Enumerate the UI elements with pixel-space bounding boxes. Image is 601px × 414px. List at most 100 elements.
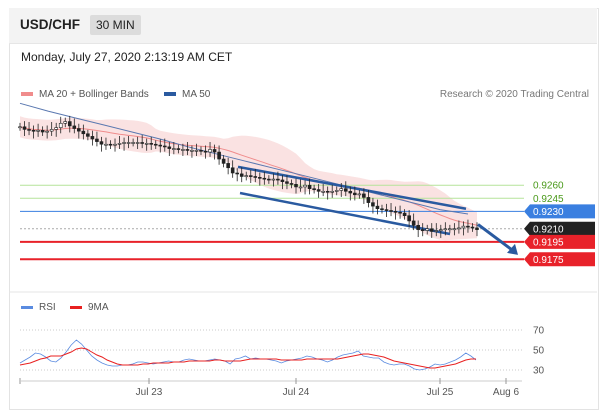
timeframe-badge[interactable]: 30 MIN (90, 15, 141, 35)
candle-body (298, 186, 303, 189)
candle (49, 121, 54, 136)
candle (172, 142, 176, 155)
candle-body (217, 151, 221, 160)
candle (420, 223, 425, 237)
candle-body (475, 227, 479, 230)
level-tag-text: 0.9210 (533, 224, 564, 235)
ma50-line (19, 102, 469, 215)
candle-body (420, 229, 425, 231)
candle (366, 189, 371, 208)
candle-body (230, 167, 235, 174)
level-tag-text: 0.9260 (533, 181, 564, 192)
candle-body (117, 143, 122, 145)
candle-body (221, 158, 226, 164)
candle-body (371, 202, 375, 207)
legend-9ma: 9MA (70, 302, 109, 313)
candle-body (366, 197, 371, 203)
candle (402, 209, 407, 220)
candle (312, 184, 316, 194)
candle (470, 223, 475, 232)
candle (194, 143, 199, 156)
candle (203, 145, 208, 159)
candle-body (199, 150, 203, 152)
candle (153, 140, 158, 150)
candle (267, 175, 271, 184)
level-tag-0.9195: 0.9195 (524, 234, 595, 249)
candle-body (153, 143, 158, 146)
candle (54, 122, 58, 137)
candle (294, 178, 298, 194)
level-tag-0.9260: 0.9260 (533, 181, 564, 192)
level-tag-text: 0.9245 (533, 194, 564, 205)
candle (411, 213, 416, 231)
candle-body (181, 149, 185, 151)
candle-body (339, 188, 344, 191)
candle-body (334, 190, 339, 192)
candle-body (162, 145, 167, 148)
candle-body (384, 209, 389, 211)
candle (117, 135, 122, 150)
candle (457, 220, 461, 234)
candle (212, 144, 217, 160)
candle (104, 137, 108, 150)
candle (461, 221, 466, 236)
candle-body (389, 210, 393, 212)
candle (230, 160, 235, 178)
candle (434, 223, 439, 237)
candle (325, 186, 330, 200)
candle-body (203, 150, 208, 153)
candle (162, 138, 167, 152)
candle-body (122, 142, 126, 144)
candle (122, 137, 126, 151)
ma20-line (19, 126, 478, 226)
candle (353, 186, 357, 201)
candle (36, 123, 40, 137)
candle (108, 140, 113, 150)
candle-body (81, 130, 86, 135)
candle (289, 179, 294, 189)
candle (330, 184, 335, 198)
ma50-swatch (164, 92, 176, 97)
candle (375, 199, 380, 215)
candle-body (95, 138, 99, 142)
rsi-swatch (21, 305, 33, 309)
candle (135, 136, 140, 150)
channel-upper-line (237, 165, 467, 210)
candle (343, 181, 348, 197)
candle (348, 186, 353, 201)
candle-body (54, 127, 58, 130)
bollinger-swatch (21, 92, 33, 97)
candle (466, 219, 470, 233)
candle-body (36, 129, 40, 132)
candle-body (72, 125, 77, 129)
candle (448, 224, 452, 233)
candle (126, 135, 131, 149)
candle-body (113, 143, 117, 146)
candle (31, 125, 36, 139)
candle-body (307, 184, 312, 189)
candle (131, 138, 135, 147)
level-tag-bg (524, 221, 595, 236)
candle-body (262, 177, 267, 180)
candle-body (258, 177, 262, 179)
candle (199, 146, 203, 156)
candle (86, 129, 90, 141)
rsi-tick-50: 50 (533, 346, 545, 357)
rsi-tick-30: 30 (533, 366, 545, 377)
candle-body (448, 228, 452, 231)
candle (40, 126, 45, 136)
candle (285, 175, 289, 190)
candle-body (452, 228, 457, 231)
candle (72, 118, 77, 134)
candle (95, 131, 99, 147)
candle (144, 138, 149, 151)
candle (67, 115, 72, 133)
candle (371, 197, 375, 214)
channel-lower-line (239, 191, 451, 236)
forecast-arrow-shaft (477, 223, 513, 252)
candle (45, 125, 49, 139)
candle (475, 222, 479, 237)
candle (63, 117, 68, 128)
legend-ma50-label: MA 50 (182, 89, 211, 100)
